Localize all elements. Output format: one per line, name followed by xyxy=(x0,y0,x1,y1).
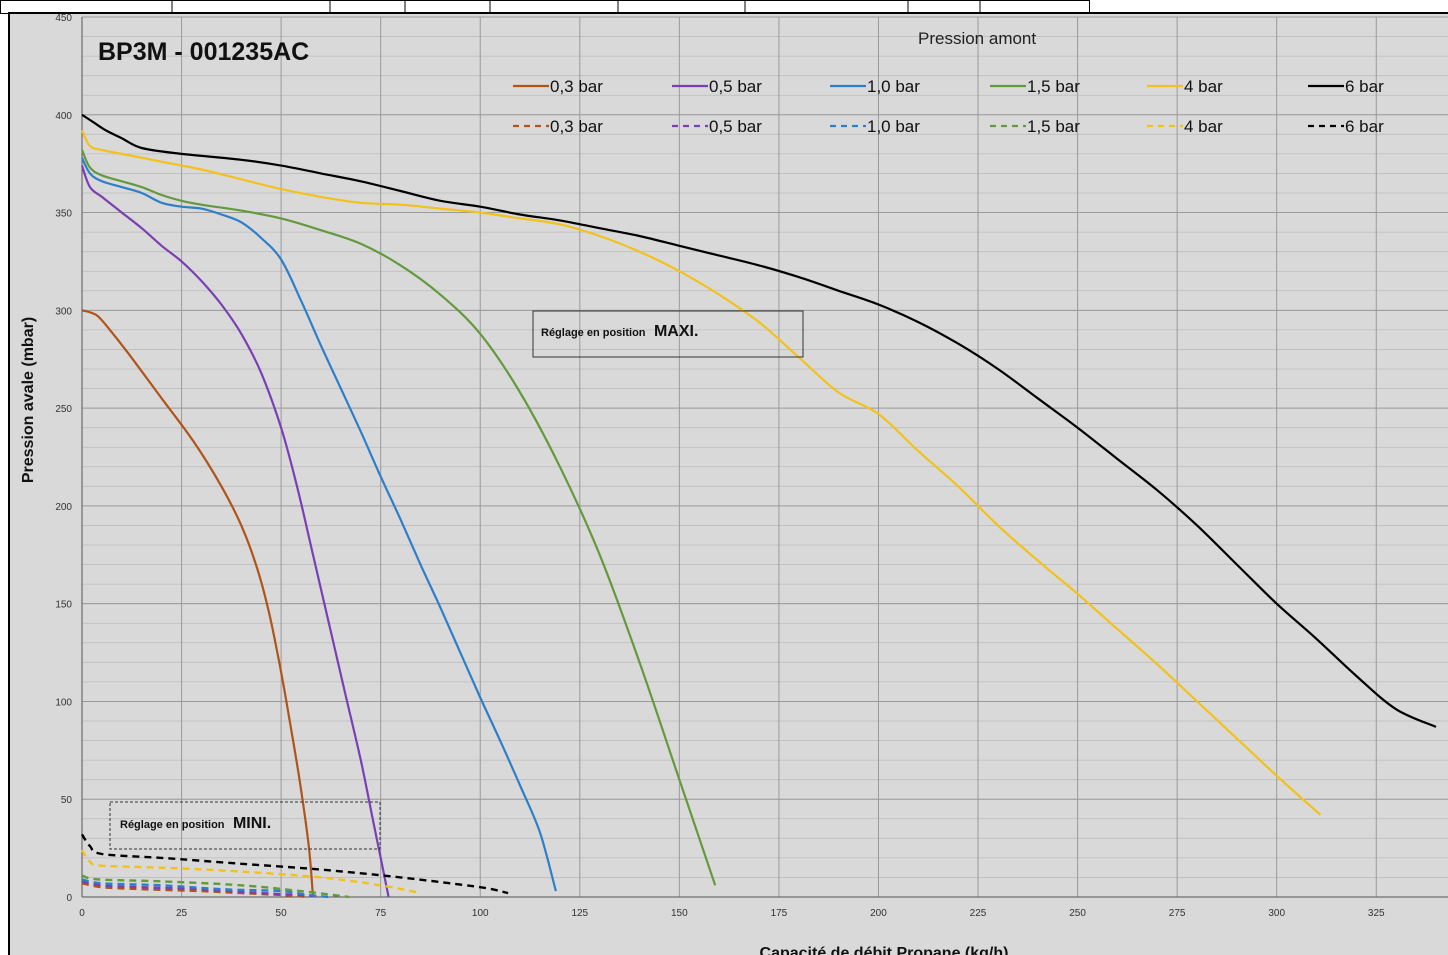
legend-label: 1,0 bar xyxy=(867,117,920,136)
annotation-maxi-emphasis: MAXI. xyxy=(654,323,698,340)
series-line-1-0-bar-maxi xyxy=(82,158,556,891)
legend-label: 0,3 bar xyxy=(550,117,603,136)
legend-title: Pression amont xyxy=(918,29,1036,48)
x-tick-label: 50 xyxy=(276,908,288,919)
x-tick-label: 150 xyxy=(671,908,688,919)
legend: Pression amont 0,3 bar 0,5 bar 1,0 bar 1,5 … xyxy=(513,29,1384,136)
annotation-mini-prefix: Réglage en position xyxy=(120,819,225,831)
svg-text:Réglage en position MAXI: Réglage en position MAXI. xyxy=(541,323,698,340)
x-tick-label: 75 xyxy=(375,908,387,919)
svg-text:Réglage en position MINI: Réglage en position MINI. xyxy=(120,815,271,832)
series-line-0-5-bar-maxi xyxy=(82,166,389,897)
y-tick-label: 450 xyxy=(55,13,72,24)
annotation-maxi-prefix: Réglage en position xyxy=(541,327,646,339)
x-tick-label: 125 xyxy=(571,908,588,919)
y-tick-label: 350 xyxy=(55,209,72,220)
x-tick-label: 175 xyxy=(771,908,788,919)
x-tick-label: 325 xyxy=(1368,908,1385,919)
annotation-mini: Réglage en position MINI. xyxy=(110,802,380,849)
x-tick-label: 250 xyxy=(1069,908,1086,919)
y-axis-title: Pression avale (mbar) xyxy=(20,317,37,483)
axes xyxy=(82,17,1448,897)
annotation-mini-emphasis: MINI. xyxy=(233,815,271,832)
x-tick-label: 0 xyxy=(79,908,85,919)
y-tick-labels: 0 50 100 150 200 250 300 350 400 450 xyxy=(55,13,72,904)
legend-label: 4 bar xyxy=(1184,77,1223,96)
legend-label: 0,3 bar xyxy=(550,77,603,96)
x-tick-label: 225 xyxy=(970,908,987,919)
y-tick-label: 150 xyxy=(55,600,72,611)
chart-title: BP3M - 001235AC xyxy=(98,38,309,66)
y-tick-label: 250 xyxy=(55,404,72,415)
legend-label: 1,5 bar xyxy=(1027,117,1080,136)
x-tick-label: 25 xyxy=(176,908,188,919)
minor-grid xyxy=(82,17,1448,897)
legend-label: 1,0 bar xyxy=(867,77,920,96)
x-axis-title: Capacité de débit Propane (kg/h) xyxy=(760,945,1009,955)
annotation-maxi: Réglage en position MAXI. xyxy=(533,311,803,357)
x-tick-labels: 0 25 50 75 100 125 150 175 200 225 250 275 300 325 xyxy=(79,908,1385,919)
y-tick-label: 400 xyxy=(55,111,72,122)
y-tick-label: 200 xyxy=(55,502,72,513)
legend-label: 0,5 bar xyxy=(709,117,762,136)
y-tick-label: 0 xyxy=(66,893,72,904)
y-tick-label: 300 xyxy=(55,306,72,317)
legend-label: 6 bar xyxy=(1345,117,1384,136)
legend-label: 0,5 bar xyxy=(709,77,762,96)
y-tick-label: 50 xyxy=(61,795,73,806)
major-grid xyxy=(82,17,1448,897)
x-tick-label: 300 xyxy=(1268,908,1285,919)
series-line-6-bar-maxi xyxy=(82,115,1436,727)
legend-label: 1,5 bar xyxy=(1027,77,1080,96)
x-tick-label: 275 xyxy=(1169,908,1186,919)
legend-label: 4 bar xyxy=(1184,117,1223,136)
legend-label: 6 bar xyxy=(1345,77,1384,96)
x-tick-label: 200 xyxy=(870,908,887,919)
y-tick-label: 100 xyxy=(55,697,72,708)
x-tick-label: 100 xyxy=(472,908,489,919)
